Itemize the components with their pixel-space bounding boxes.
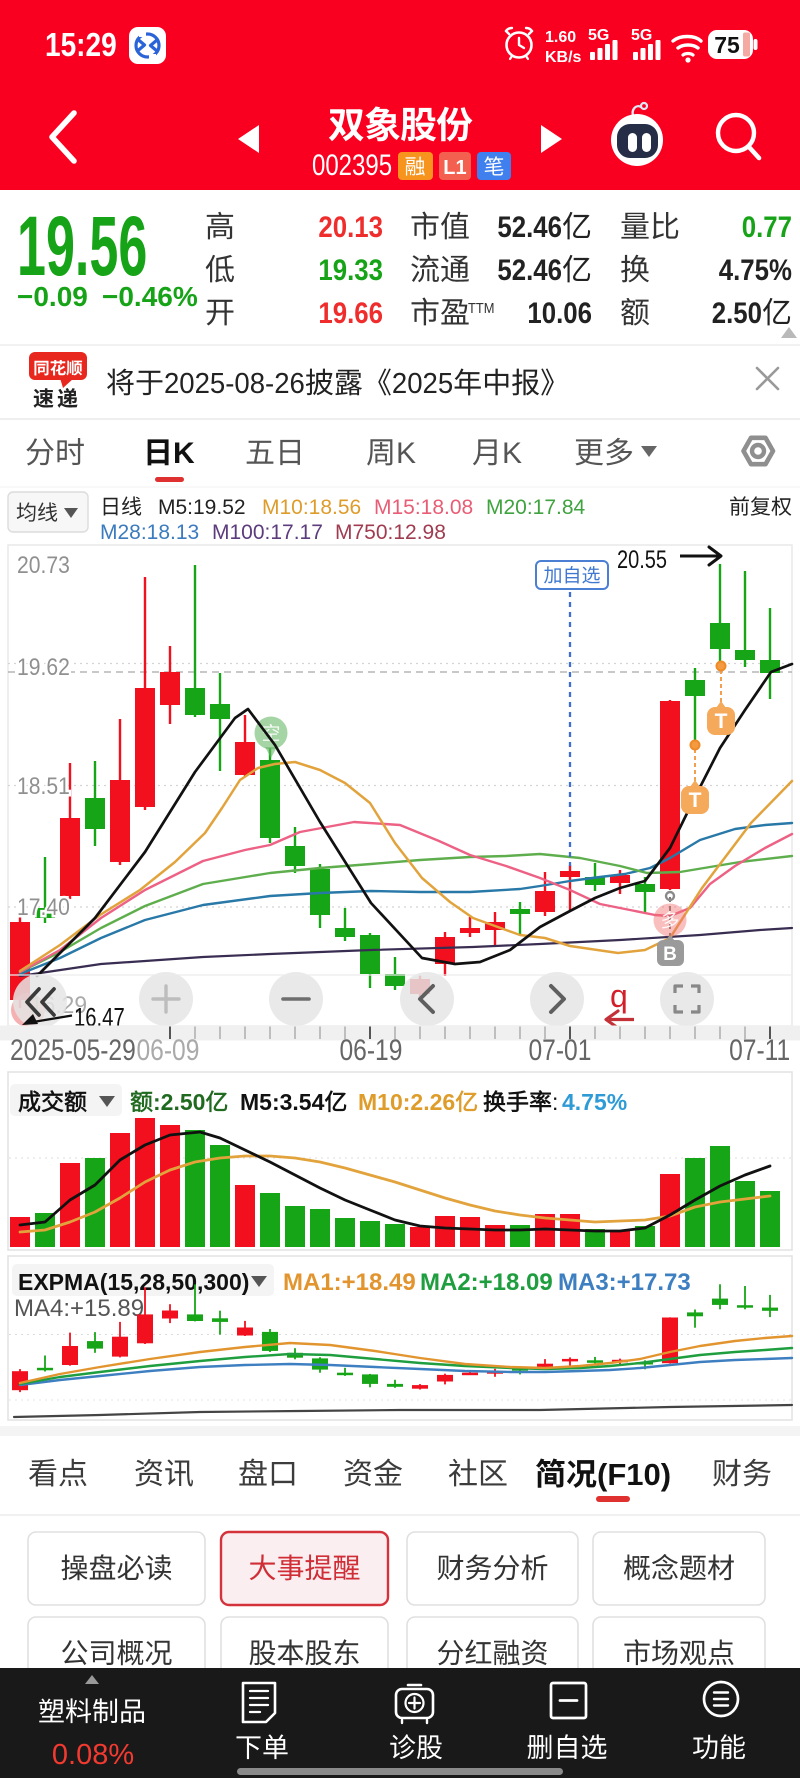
svg-text:T: T [715,710,728,733]
svg-text:19.62: 19.62 [17,654,70,681]
svg-text:0.77: 0.77 [742,210,792,243]
svg-text:(F10): (F10) [597,1457,671,1492]
svg-text:5G: 5G [588,27,609,44]
svg-text:K: K [173,437,195,470]
svg-text:MA2:+18.09: MA2:+18.09 [420,1269,553,1296]
svg-text:M20:17.84: M20:17.84 [486,496,586,519]
svg-text:q: q [610,978,628,1014]
svg-text:4.75%: 4.75% [562,1089,627,1115]
svg-text::2.50: :2.50 [153,1089,205,1115]
svg-text:75: 75 [714,32,740,58]
svg-text:K: K [502,437,522,470]
svg-text:MA4:+15.89: MA4:+15.89 [14,1295,144,1322]
svg-text:M5:3.54: M5:3.54 [240,1089,325,1115]
svg-text:−0.09: −0.09 [17,281,88,312]
svg-text:20.55: 20.55 [617,546,667,574]
svg-text:4.75%: 4.75% [719,253,792,286]
svg-text:MA3:+17.73: MA3:+17.73 [558,1269,691,1296]
svg-text:19.66: 19.66 [318,296,383,329]
svg-text:2025: 2025 [392,366,453,399]
svg-text:19.33: 19.33 [318,253,383,286]
svg-text:2025-05-29: 2025-05-29 [10,1033,136,1067]
svg-text:EXPMA(15,28,50,300): EXPMA(15,28,50,300) [18,1269,249,1295]
svg-text:20.13: 20.13 [318,210,383,243]
svg-text:5G: 5G [631,27,652,44]
svg-text:52.46: 52.46 [497,253,562,286]
svg-text:06-19: 06-19 [340,1033,403,1067]
svg-text:10.06: 10.06 [527,296,592,329]
svg-text:52.46: 52.46 [497,210,562,243]
svg-text:M28:18.13: M28:18.13 [100,521,199,544]
svg-text:20.73: 20.73 [17,552,70,579]
svg-text:19.56: 19.56 [17,199,147,293]
svg-text:L1: L1 [443,157,466,179]
svg-text:KB/s: KB/s [545,49,582,66]
svg-text:MA1:+18.49: MA1:+18.49 [283,1269,416,1296]
svg-text:0.08%: 0.08% [52,1739,134,1771]
svg-text:07-11: 07-11 [729,1033,790,1067]
svg-text:M15:18.08: M15:18.08 [374,496,473,519]
svg-text:17.40: 17.40 [17,894,70,921]
svg-text:M10:18.56: M10:18.56 [262,496,361,519]
svg-text:T: T [689,789,702,812]
svg-text:002395: 002395 [312,147,392,181]
svg-text:18.51: 18.51 [17,773,70,800]
svg-text:07-01: 07-01 [529,1033,592,1067]
svg-text:M10:2.26: M10:2.26 [358,1089,455,1115]
svg-text:1.60: 1.60 [545,29,576,46]
svg-text:−0.46%: −0.46% [102,281,198,312]
svg-text::: : [552,1089,558,1115]
svg-text:M100:17.17: M100:17.17 [212,521,323,544]
svg-text:M750:12.98: M750:12.98 [335,521,446,544]
svg-text:M5:19.52: M5:19.52 [158,496,246,519]
svg-text:06-09: 06-09 [137,1033,200,1067]
svg-text:B: B [663,944,677,965]
svg-text:2025-08-26: 2025-08-26 [164,366,305,399]
svg-text:15:29: 15:29 [45,27,117,64]
svg-text:K: K [396,437,416,470]
svg-text:2.50: 2.50 [712,296,762,329]
svg-text:TTM: TTM [468,299,494,316]
